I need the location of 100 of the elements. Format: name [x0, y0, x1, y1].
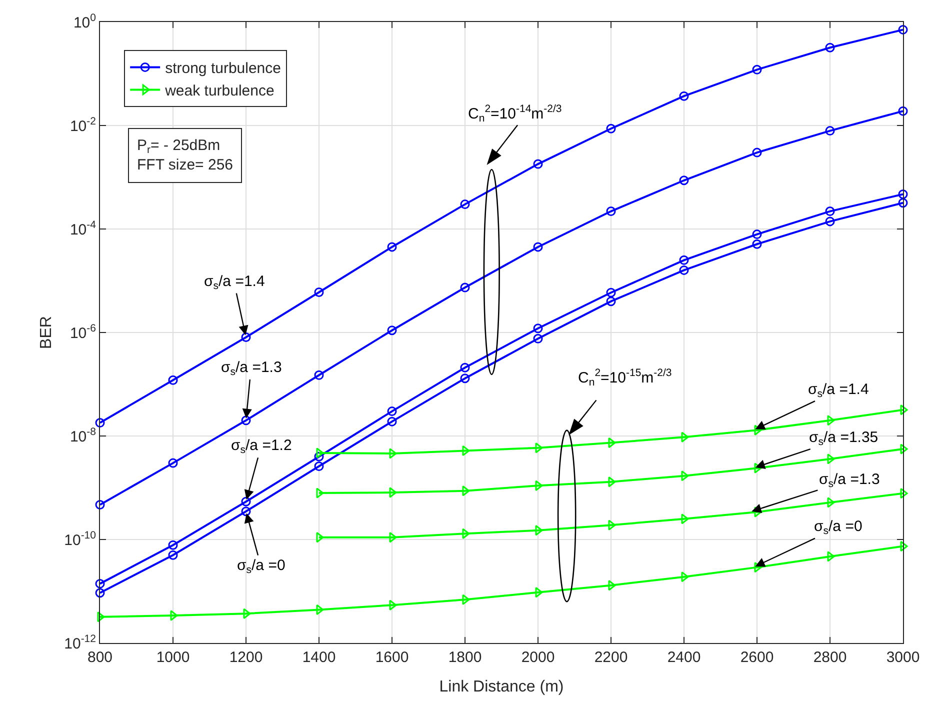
point — [535, 480, 543, 491]
point — [681, 514, 689, 524]
y-tick-label: 10$^{0}$ — [73, 12, 96, 32]
point — [387, 326, 397, 336]
point — [608, 520, 616, 530]
annotation: σ$_{s}$/a =1.2 — [231, 437, 292, 456]
point — [460, 200, 470, 210]
point — [314, 370, 324, 380]
point — [533, 334, 543, 344]
point — [898, 24, 908, 34]
annotation: σ$_{s}$/a =1.3 — [819, 471, 880, 490]
y-tick-label: 10$^{-4}$ — [70, 218, 96, 238]
annotation: σ$_{s}$/a =1.4 — [204, 273, 265, 292]
point — [241, 332, 251, 342]
point — [679, 91, 689, 101]
annotation: P$_{r}$= - 25dBm — [137, 137, 220, 156]
legend-label: strong turbulence — [165, 60, 281, 78]
point — [827, 415, 835, 426]
x-tick-label: 2200 — [594, 649, 628, 666]
point — [95, 578, 105, 588]
point — [533, 242, 543, 252]
annotation: σ$_{s}$/a =1.35 — [809, 429, 878, 448]
point — [679, 265, 689, 275]
point — [168, 550, 178, 560]
annotation: σ$_{s}$/a =0 — [237, 557, 286, 576]
point — [606, 124, 616, 134]
point — [679, 176, 689, 186]
y-axis-title: BER — [38, 316, 56, 349]
y-tick-label: 10$^{-6}$ — [70, 322, 96, 342]
point — [314, 452, 324, 462]
x-tick-label: 2800 — [813, 649, 847, 666]
point — [900, 444, 908, 454]
point — [533, 159, 543, 169]
point — [898, 198, 908, 208]
annotation: σ$_{s}$/a =0 — [814, 518, 862, 538]
point — [389, 600, 397, 610]
point — [168, 375, 178, 385]
annotation: C$_{n}$$^{2}$=10$^{-14}$m$^{-2/3}$ — [468, 103, 562, 124]
point — [460, 362, 470, 372]
point — [535, 587, 543, 598]
x-tick-label: 2000 — [521, 649, 555, 666]
point — [241, 416, 251, 426]
point — [316, 448, 324, 458]
x-tick-label: 1000 — [156, 649, 190, 666]
point — [170, 610, 178, 621]
point — [533, 324, 543, 334]
point — [241, 496, 251, 506]
x-tick-label: 2400 — [667, 649, 701, 666]
point — [462, 594, 470, 605]
point — [825, 206, 835, 216]
point — [95, 500, 105, 510]
point — [389, 487, 397, 498]
point — [389, 448, 397, 459]
point — [95, 588, 105, 598]
point — [679, 255, 689, 265]
point — [168, 540, 178, 550]
x-tick-label: 1400 — [302, 649, 336, 666]
annotation: C$_{n}$$^{2}$=10$^{-15}$m$^{-2/3}$ — [578, 367, 672, 388]
point — [898, 189, 908, 199]
annotation: σ$_{s}$/a =1.4 — [808, 381, 869, 400]
point — [387, 406, 397, 416]
x-tick-label: 1600 — [375, 649, 409, 666]
point — [754, 424, 762, 436]
y-tick-label: 10$^{-10}$ — [64, 529, 96, 549]
point — [827, 497, 835, 508]
point — [898, 106, 908, 116]
point — [387, 416, 397, 426]
y-tick-label: 10$^{-2}$ — [70, 115, 96, 135]
point — [825, 42, 835, 52]
point — [825, 216, 835, 226]
point — [752, 230, 762, 240]
point — [825, 126, 835, 136]
annotation: FFT size= 256 — [137, 156, 234, 174]
x-tick-label: 1200 — [229, 649, 263, 666]
point — [243, 608, 251, 619]
point — [462, 486, 470, 496]
point — [460, 374, 470, 384]
point — [827, 551, 835, 562]
point — [462, 528, 470, 539]
point — [752, 239, 762, 249]
point — [241, 506, 251, 516]
point — [754, 462, 762, 474]
point — [316, 488, 324, 498]
x-axis-title: Link Distance (m) — [439, 678, 564, 696]
point — [606, 296, 616, 306]
point — [314, 462, 324, 472]
point — [387, 242, 397, 252]
annotation: σ$_{s}$/a =1.3 — [221, 359, 282, 378]
point — [168, 458, 178, 468]
x-tick-label: 3000 — [886, 649, 920, 666]
point — [752, 64, 762, 74]
point — [314, 287, 324, 297]
x-tick-label: 2600 — [740, 649, 774, 666]
point — [606, 288, 616, 298]
point — [827, 454, 835, 464]
point — [460, 282, 470, 292]
point — [95, 418, 105, 428]
legend-label: weak turbulence — [164, 82, 274, 100]
point — [752, 148, 762, 158]
point — [606, 206, 616, 216]
